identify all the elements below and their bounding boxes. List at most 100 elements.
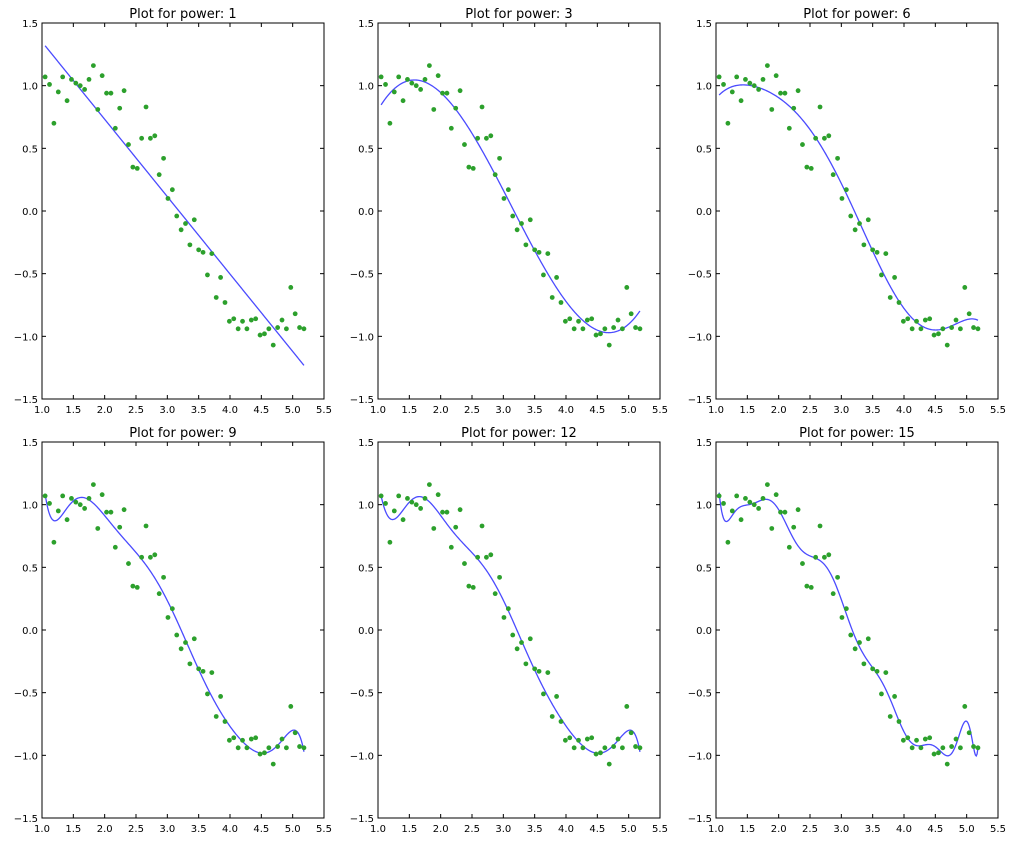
data-point — [448, 125, 454, 131]
y-tick-label: 1.0 — [358, 501, 374, 512]
data-point — [523, 661, 529, 667]
data-point — [117, 524, 123, 530]
data-point — [104, 509, 109, 515]
x-tick-label: 1.0 — [708, 405, 724, 416]
data-point — [86, 77, 92, 82]
y-tick-label: 0.5 — [22, 144, 38, 155]
data-point — [870, 247, 876, 253]
data-point — [462, 142, 467, 147]
data-point — [466, 583, 472, 589]
data-point — [909, 745, 915, 751]
x-tick-label: 1.0 — [370, 405, 386, 416]
data-point — [292, 730, 298, 736]
data-point — [576, 737, 581, 743]
data-point — [191, 217, 197, 223]
data-point — [931, 751, 937, 757]
y-tick-label: −1.0 — [688, 751, 712, 762]
data-point — [835, 155, 840, 161]
data-point — [589, 316, 595, 322]
data-point — [505, 187, 511, 193]
data-point — [523, 242, 529, 248]
y-tick-label: −1.0 — [350, 751, 374, 762]
data-point — [270, 761, 276, 767]
data-point — [874, 668, 880, 674]
data-point — [931, 332, 937, 338]
data-point — [738, 517, 744, 523]
data-point — [527, 636, 533, 642]
data-point — [896, 719, 902, 724]
data-point — [378, 493, 384, 499]
data-point — [400, 517, 406, 523]
data-point — [598, 331, 603, 337]
data-point — [69, 77, 74, 82]
data-point — [187, 661, 193, 667]
y-tick-label: 1.5 — [696, 19, 712, 30]
data-point — [64, 98, 70, 104]
data-point — [104, 90, 109, 96]
data-point — [448, 544, 454, 550]
data-point — [279, 736, 285, 742]
data-point — [778, 509, 783, 515]
data-point — [226, 318, 232, 324]
data-point — [808, 165, 814, 171]
data-point — [940, 326, 946, 332]
data-point — [615, 736, 621, 742]
data-point — [562, 318, 568, 324]
data-point — [852, 227, 858, 233]
data-point — [606, 342, 612, 348]
data-point — [73, 80, 79, 86]
data-point — [729, 89, 735, 95]
y-tick-label: 0.0 — [358, 207, 374, 218]
y-tick-label: −0.5 — [14, 689, 38, 700]
y-tick-label: −0.5 — [688, 270, 712, 281]
data-point — [554, 694, 559, 699]
subplot-9: 1.0 1.5 2.0 2.5 3.0 3.5 4.0 4.5 5.0 5.5 1.5 1.0 0.5 0… — [14, 426, 332, 835]
data-point — [958, 326, 963, 332]
data-point — [112, 544, 118, 550]
y-tick-label: 1.5 — [22, 438, 38, 449]
data-point — [936, 750, 941, 756]
x-tick-label: 1.5 — [401, 824, 417, 835]
data-point — [743, 496, 748, 501]
data-point — [108, 509, 114, 515]
y-tick-label: 0.5 — [696, 144, 712, 155]
x-tick-label: 4.5 — [589, 405, 605, 416]
data-point — [426, 482, 432, 488]
x-tick-label: 4.5 — [927, 405, 943, 416]
data-point — [413, 502, 419, 508]
x-tick-label: 5.5 — [652, 824, 668, 835]
data-point — [584, 317, 590, 323]
data-point — [905, 316, 911, 322]
data-point — [813, 554, 819, 560]
data-point — [126, 142, 131, 147]
data-point — [497, 574, 502, 580]
x-tick-label: 3.5 — [865, 405, 881, 416]
data-point — [42, 74, 48, 80]
data-point — [773, 73, 779, 79]
x-tick-label: 5.0 — [621, 824, 637, 835]
data-point — [143, 523, 149, 529]
x-tick-label: 1.5 — [739, 824, 755, 835]
x-tick-label: 5.5 — [316, 405, 332, 416]
data-point — [865, 217, 871, 223]
data-point — [900, 318, 906, 324]
data-point — [857, 640, 862, 645]
data-point — [558, 719, 564, 724]
data-point — [279, 317, 285, 323]
data-point — [826, 133, 832, 139]
chart-title: Plot for power: 6 — [803, 7, 910, 22]
data-point — [633, 325, 638, 330]
data-point — [213, 714, 219, 719]
data-point — [751, 83, 757, 89]
data-point — [253, 735, 259, 741]
data-point — [218, 694, 224, 699]
data-point — [567, 735, 573, 741]
data-point — [266, 326, 272, 332]
data-point — [492, 172, 498, 178]
y-tick-label: 1.0 — [696, 501, 712, 512]
x-tick-label: 1.0 — [34, 824, 50, 835]
data-point — [843, 606, 849, 612]
data-point — [418, 87, 424, 92]
data-point — [218, 275, 224, 280]
plot-frame — [715, 441, 999, 819]
